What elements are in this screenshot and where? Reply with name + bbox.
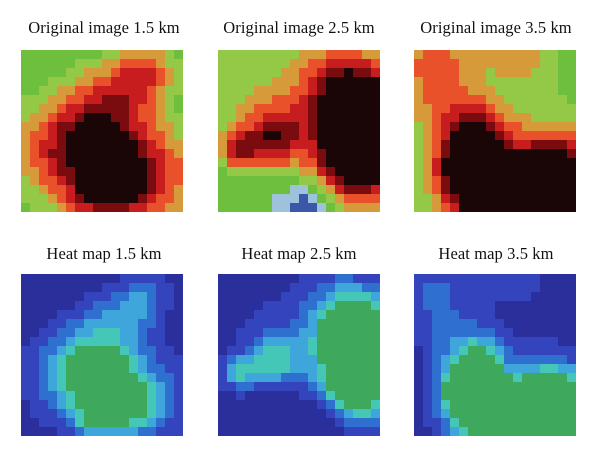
heat-map-3-5km-raster: [414, 274, 576, 436]
original-image-2-5km-raster: [218, 50, 380, 212]
original-image-1-5km: [21, 50, 183, 212]
caption-heatmap-1-5km: Heat map 1.5 km: [46, 244, 162, 263]
caption-original-1-5km: Original image 1.5 km: [28, 18, 180, 37]
heat-map-2-5km-raster: [218, 274, 380, 436]
original-image-1-5km-raster: [21, 50, 183, 212]
heat-map-1-5km: [21, 274, 183, 436]
heat-map-3-5km: [414, 274, 576, 436]
original-image-3-5km-raster: [414, 50, 576, 212]
heat-map-2-5km: [218, 274, 380, 436]
heat-map-1-5km-raster: [21, 274, 183, 436]
caption-heatmap-3-5km: Heat map 3.5 km: [438, 244, 554, 263]
caption-original-2-5km: Original image 2.5 km: [223, 18, 375, 37]
caption-original-3-5km: Original image 3.5 km: [420, 18, 572, 37]
original-image-3-5km: [414, 50, 576, 212]
original-image-2-5km: [218, 50, 380, 212]
caption-heatmap-2-5km: Heat map 2.5 km: [241, 244, 357, 263]
